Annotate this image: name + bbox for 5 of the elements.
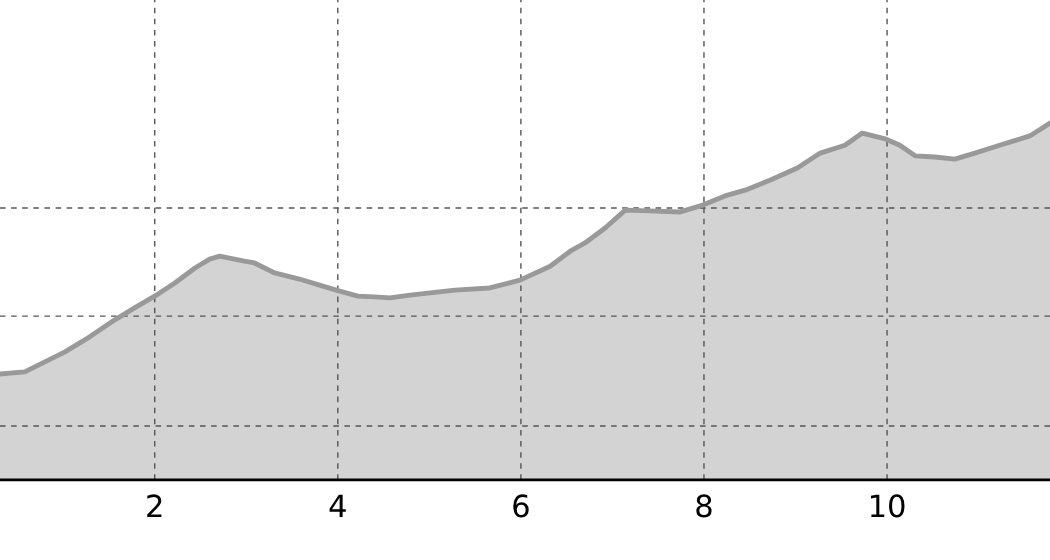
x-tick-label: 2 bbox=[147, 494, 162, 518]
x-tick-label: 10 bbox=[870, 494, 905, 518]
x-tick-label: 8 bbox=[696, 494, 712, 518]
x-tick-label: 6 bbox=[513, 494, 529, 518]
x-tick-label: 4 bbox=[329, 494, 346, 518]
